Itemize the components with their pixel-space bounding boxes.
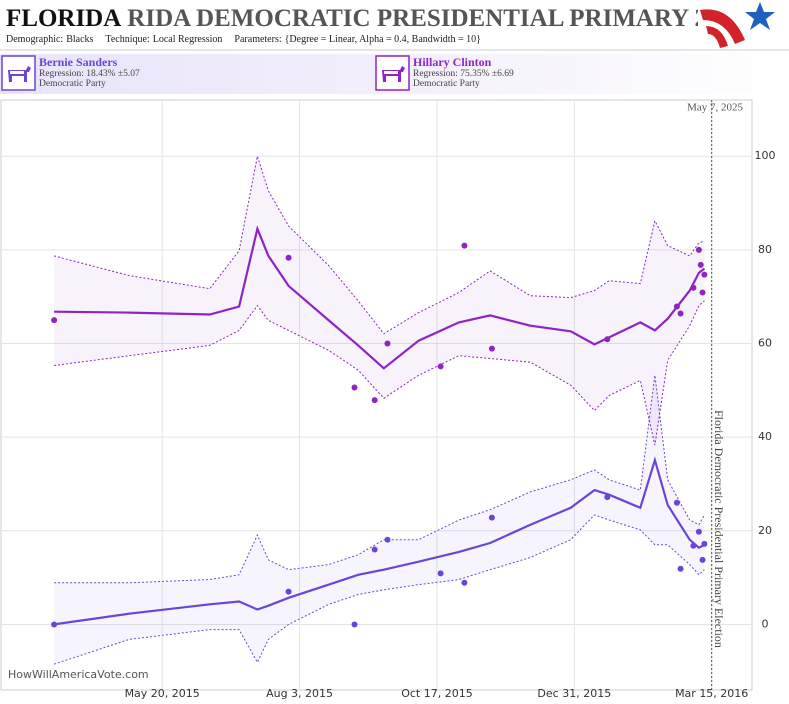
poll-point [701,271,708,278]
donkey-stars [10,71,24,74]
poll-point [673,499,680,506]
x-tick-label: May 20, 2015 [125,687,200,700]
y-tick-label: 80 [758,243,772,256]
poll-point [351,384,358,391]
poll-point [604,494,611,501]
poll-point [677,310,684,317]
poll-point [695,246,702,253]
poll-point [488,345,495,352]
parameter-label: Demographic: [6,34,63,45]
poll-point [699,289,706,296]
y-tick-label: 100 [755,149,776,162]
poll-point [51,621,58,628]
parameter-label: Parameters: [234,34,281,45]
x-tick-label: Aug 3, 2015 [266,687,333,700]
title-state: FLORIDA [6,5,121,32]
poll-point [371,397,378,404]
y-tick-label: 0 [762,617,769,630]
poll-point [384,340,391,347]
legend-regression: Regression: 18.43% ±5.07 [39,69,140,79]
poll-point [697,261,704,268]
y-tick-label: 20 [758,524,772,537]
donkey-stars [384,71,398,74]
poll-point [371,546,378,553]
parameters: Demographic: Blacks Technique: Local Regres… [6,34,481,45]
band-edge [54,300,705,446]
regression-line [53,456,705,626]
parameter-value: Blacks [66,34,93,45]
band-edge [54,375,705,584]
poll-point [384,536,391,543]
legend-icon [1,55,36,91]
x-tick-label: Dec 31, 2015 [537,687,611,700]
y-tick-label: 40 [758,430,772,443]
poll-point [604,336,611,343]
confidence-band [54,156,705,446]
poll-point [461,242,468,249]
parameter-label: Technique: [105,34,149,45]
legend-party: Democratic Party [413,79,480,89]
poll-point [461,579,468,586]
poll-point [351,621,358,628]
poll-point [695,528,702,535]
poll-point [673,303,680,310]
parameter-value: {Degree = Linear, Alpha = 0.4, Bandwidth… [285,34,481,45]
poll-point [699,556,706,563]
parameter-value: Local Regression [153,34,223,45]
poll-point [677,565,684,572]
regression-line [54,225,706,370]
chart-title: FLORIDA RIDA DEMOCRATIC PRESIDENTIAL PRIM… [6,5,745,32]
legend-name: Hillary Clinton [413,55,492,69]
poll-point [690,542,697,549]
logo [698,0,789,50]
legend-party: Democratic Party [39,79,106,89]
title-rest: RIDA DEMOCRATIC PRESIDENTIAL PRIMARY 201… [127,5,744,32]
poll-point [437,570,444,577]
plot-frame [0,99,753,691]
poll-point [701,540,708,547]
poll-point [437,363,444,370]
poll-point [285,588,292,595]
poll-point [51,317,58,324]
confidence-band [54,375,705,665]
date-note: May 7, 2025 [687,102,743,114]
legend-regression: Regression: 75.35% ±6.69 [413,69,514,79]
x-tick-label: Oct 17, 2015 [401,687,473,700]
poll-point [285,254,292,261]
poll-point [488,514,495,521]
poll-point [690,284,697,291]
event-label: Florida Democratic Presidential Primary … [712,410,726,648]
y-tick-label: 60 [758,336,772,349]
x-tick-label: Mar 15, 2016 [675,687,748,700]
source: HowWillAmericaVote.com [8,668,149,681]
legend-name: Bernie Sanders [39,55,118,69]
